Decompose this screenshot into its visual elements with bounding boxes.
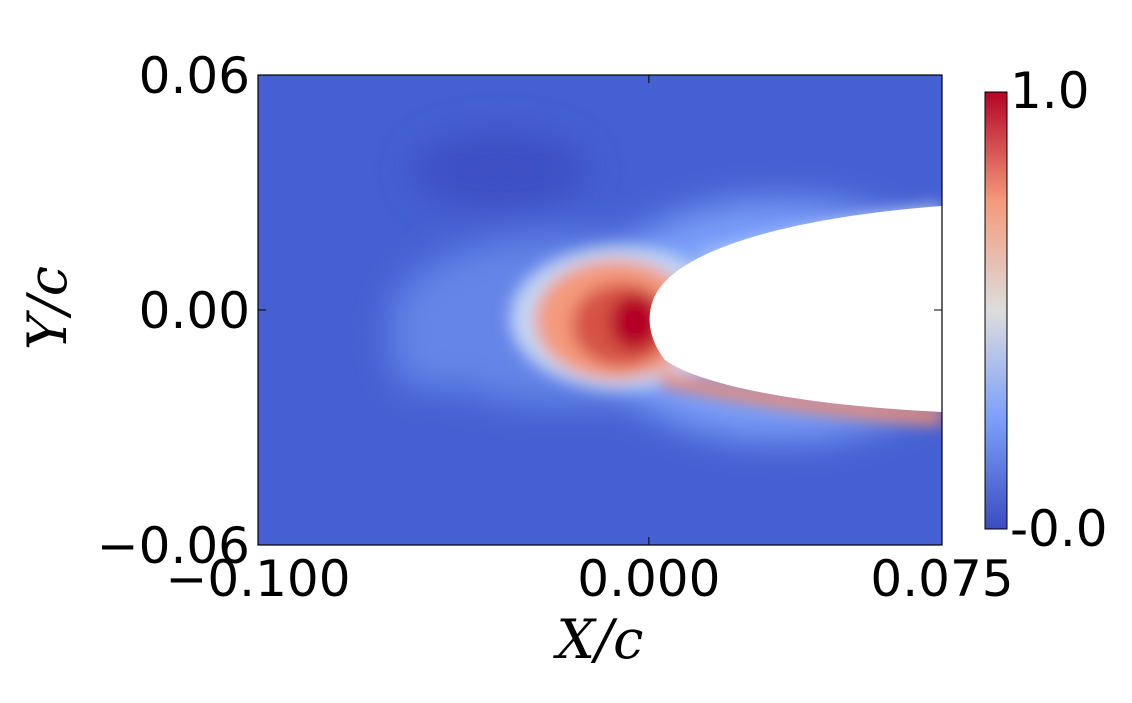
x-tick-label: 0.075 [870, 550, 1013, 608]
contour-field [258, 75, 942, 545]
colorbar [984, 91, 1008, 530]
y-tick-label: −0.06 [97, 517, 250, 575]
x-axis-label: X/c [553, 608, 644, 671]
x-axis-ticks: −0.100 0.000 0.075 [165, 75, 1014, 608]
x-tick-label: −0.100 [165, 550, 350, 608]
x-tick-label: 0.000 [577, 550, 720, 608]
colorbar-min-label: -0.0 [1010, 500, 1108, 558]
colorbar-max-label: 1.0 [1010, 62, 1090, 120]
y-tick-label: 0.00 [139, 282, 250, 340]
y-axis-ticks: −0.06 0.00 0.06 [97, 47, 942, 575]
y-tick-label: 0.06 [139, 47, 250, 105]
y-axis-label: Y/c [16, 266, 79, 350]
airfoil-body [649, 206, 942, 412]
